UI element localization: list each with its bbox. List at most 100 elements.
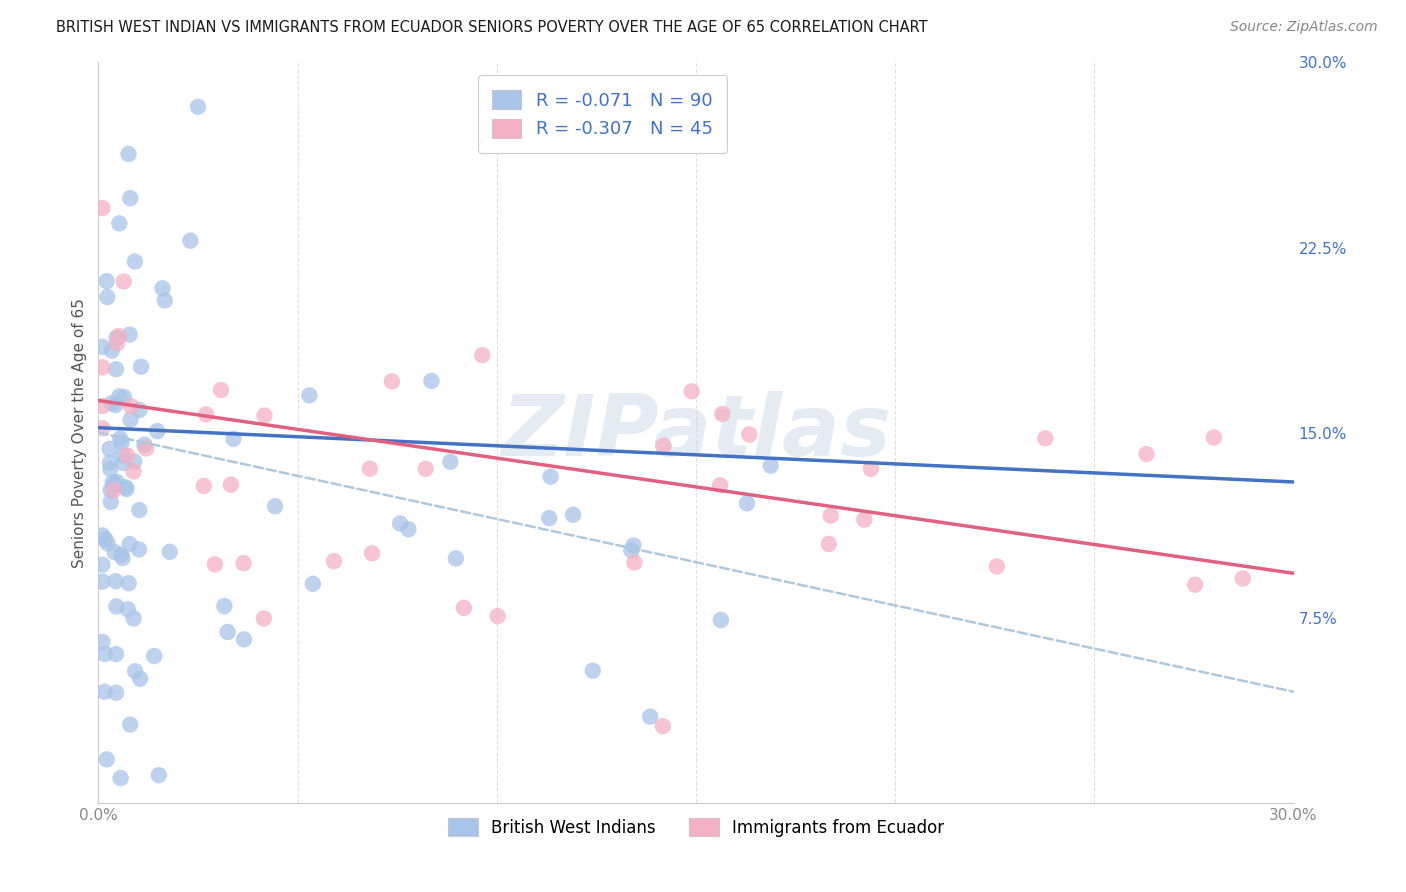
Point bbox=[135, 442, 157, 456]
Point bbox=[148, 768, 170, 782]
Point bbox=[105, 475, 128, 489]
Point bbox=[187, 100, 209, 114]
Point bbox=[91, 360, 114, 375]
Point bbox=[105, 686, 128, 700]
Point bbox=[540, 469, 562, 483]
Point bbox=[98, 442, 121, 456]
Point bbox=[91, 558, 114, 572]
Point bbox=[818, 537, 841, 551]
Point bbox=[120, 191, 142, 205]
Point bbox=[853, 512, 876, 526]
Point bbox=[96, 290, 118, 304]
Point bbox=[439, 455, 461, 469]
Point bbox=[323, 554, 346, 568]
Point bbox=[1033, 431, 1056, 445]
Point bbox=[98, 462, 121, 476]
Point bbox=[118, 537, 141, 551]
Point bbox=[112, 390, 135, 404]
Point bbox=[233, 632, 256, 647]
Point bbox=[93, 684, 115, 698]
Point bbox=[105, 336, 128, 351]
Point bbox=[104, 398, 127, 412]
Point bbox=[105, 362, 128, 376]
Point bbox=[453, 600, 475, 615]
Point bbox=[108, 389, 131, 403]
Point bbox=[302, 576, 325, 591]
Point bbox=[986, 559, 1008, 574]
Point bbox=[112, 275, 135, 289]
Text: Source: ZipAtlas.com: Source: ZipAtlas.com bbox=[1230, 20, 1378, 34]
Point bbox=[124, 665, 146, 679]
Point bbox=[1232, 572, 1254, 586]
Point bbox=[623, 556, 645, 570]
Point bbox=[91, 574, 114, 589]
Point bbox=[120, 412, 142, 426]
Point bbox=[97, 536, 120, 550]
Point bbox=[381, 375, 404, 389]
Point bbox=[820, 508, 842, 523]
Point bbox=[120, 399, 142, 413]
Point bbox=[193, 479, 215, 493]
Point bbox=[471, 348, 494, 362]
Point bbox=[253, 409, 276, 423]
Point bbox=[264, 500, 287, 514]
Point bbox=[111, 448, 134, 462]
Point bbox=[114, 480, 136, 494]
Point bbox=[195, 408, 218, 422]
Point bbox=[117, 602, 139, 616]
Point bbox=[1184, 577, 1206, 591]
Point bbox=[562, 508, 585, 522]
Point bbox=[222, 432, 245, 446]
Point bbox=[110, 548, 132, 562]
Point bbox=[101, 475, 124, 490]
Point bbox=[623, 539, 645, 553]
Point bbox=[96, 752, 118, 766]
Text: BRITISH WEST INDIAN VS IMMIGRANTS FROM ECUADOR SENIORS POVERTY OVER THE AGE OF 6: BRITISH WEST INDIAN VS IMMIGRANTS FROM E… bbox=[56, 20, 928, 35]
Point bbox=[128, 403, 150, 417]
Point bbox=[91, 201, 114, 215]
Legend: British West Indians, Immigrants from Ecuador: British West Indians, Immigrants from Ec… bbox=[434, 805, 957, 850]
Point bbox=[100, 495, 122, 509]
Point bbox=[759, 458, 782, 473]
Point bbox=[1202, 431, 1225, 445]
Point bbox=[110, 771, 132, 785]
Point bbox=[122, 454, 145, 468]
Point bbox=[91, 635, 114, 649]
Point bbox=[108, 216, 131, 230]
Point bbox=[209, 383, 232, 397]
Point bbox=[143, 648, 166, 663]
Point bbox=[420, 374, 443, 388]
Point bbox=[444, 551, 467, 566]
Point bbox=[253, 611, 276, 625]
Point bbox=[204, 558, 226, 572]
Point bbox=[104, 647, 127, 661]
Point bbox=[129, 359, 152, 374]
Point bbox=[389, 516, 412, 531]
Point bbox=[115, 482, 138, 496]
Point bbox=[859, 462, 882, 476]
Point bbox=[152, 281, 174, 295]
Point bbox=[115, 449, 138, 463]
Point bbox=[118, 576, 141, 591]
Point bbox=[111, 551, 134, 566]
Point bbox=[159, 545, 181, 559]
Point bbox=[91, 421, 114, 435]
Point bbox=[415, 461, 437, 475]
Point bbox=[104, 545, 127, 559]
Point bbox=[94, 647, 117, 661]
Point bbox=[1135, 447, 1157, 461]
Point bbox=[620, 543, 643, 558]
Point bbox=[96, 274, 118, 288]
Point bbox=[359, 461, 381, 475]
Point bbox=[103, 477, 125, 491]
Point bbox=[111, 435, 134, 450]
Point bbox=[107, 329, 129, 343]
Point bbox=[91, 528, 114, 542]
Point bbox=[179, 234, 201, 248]
Point bbox=[214, 599, 236, 613]
Point bbox=[709, 478, 731, 492]
Point bbox=[105, 331, 128, 345]
Point bbox=[486, 609, 509, 624]
Point bbox=[738, 427, 761, 442]
Point bbox=[105, 599, 128, 614]
